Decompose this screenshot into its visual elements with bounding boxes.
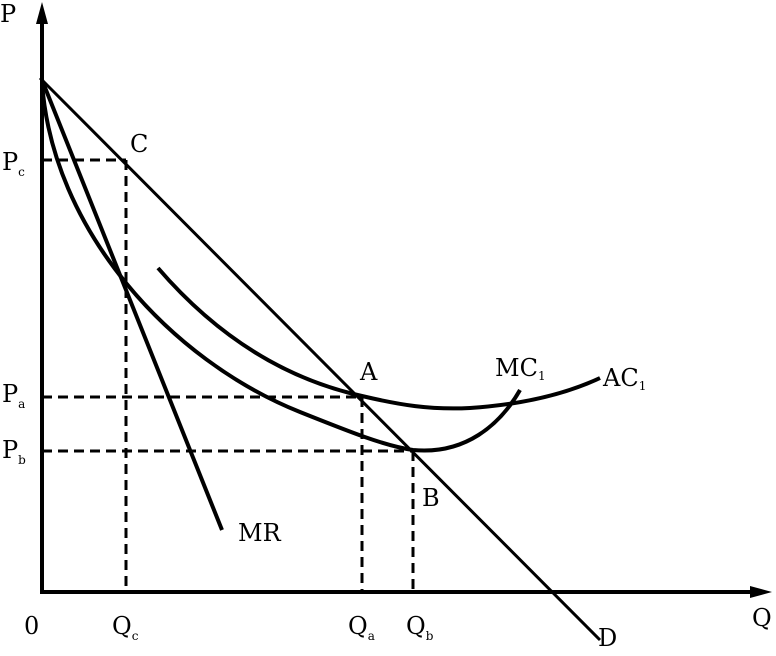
x-axis-arrow-icon — [750, 586, 772, 598]
mr-label: MR — [238, 519, 282, 547]
price-b-label: Pb — [2, 436, 26, 467]
marginal-cost-curve — [40, 81, 522, 453]
point-a-label: A — [359, 358, 378, 386]
mc-label: MC1 — [495, 354, 546, 383]
demand-curve — [38, 76, 602, 642]
average-cost-curve — [156, 266, 601, 411]
point-b-label: B — [422, 484, 440, 512]
marginal-revenue-curve — [40, 79, 224, 531]
quantity-c-label: Qc — [112, 612, 139, 643]
demand-label: D — [598, 624, 617, 652]
guide-c — [42, 158, 128, 592]
price-a-label: Pa — [2, 380, 25, 411]
quantity-a-label: Qa — [348, 612, 375, 643]
point-c-label: C — [130, 130, 148, 158]
origin-label: 0 — [24, 612, 39, 640]
quantity-b-label: Qb — [406, 612, 434, 643]
x-axis-label: Q — [752, 604, 772, 632]
guide-a — [42, 395, 364, 592]
y-axis-arrow-icon — [36, 2, 48, 24]
guide-b — [42, 449, 415, 592]
y-axis-label: P — [0, 0, 16, 28]
ac-label: AC1 — [602, 364, 646, 393]
price-c-label: Pc — [2, 148, 25, 179]
